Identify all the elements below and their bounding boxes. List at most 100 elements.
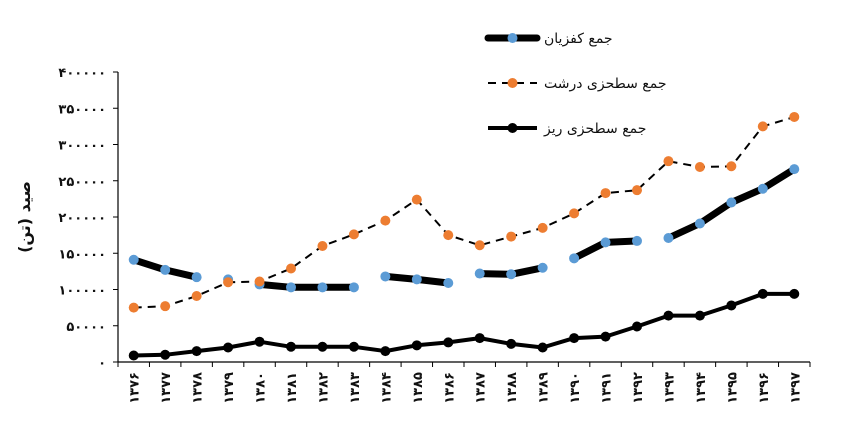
legend-label: جمع کفزیان bbox=[544, 31, 613, 47]
legend: جمع کفزیان جمع سطحزی درشت جمع سطحزی ریز bbox=[484, 31, 667, 137]
x-tick-label: ۱۳۹۰ bbox=[568, 372, 583, 404]
x-tick-label: ۱۳۷۷ bbox=[159, 372, 174, 404]
data-point bbox=[537, 262, 548, 273]
data-point bbox=[348, 282, 359, 293]
data-point bbox=[726, 197, 737, 208]
data-point bbox=[160, 301, 171, 312]
y-tick-label: ۲۵۰۰۰۰ bbox=[58, 175, 106, 190]
data-point bbox=[443, 337, 454, 348]
y-axis-title: صید (تن) bbox=[15, 181, 34, 253]
data-point bbox=[757, 183, 768, 194]
series-2 bbox=[128, 111, 800, 313]
x-tick-label: ۱۳۸۸ bbox=[505, 372, 520, 404]
y-tick-label: ۰ bbox=[98, 356, 106, 371]
data-point bbox=[694, 218, 705, 229]
legend-label: جمع سطحزی درشت bbox=[544, 76, 667, 92]
x-tick-label: ۱۳۹۶ bbox=[757, 372, 772, 404]
data-point bbox=[506, 231, 517, 242]
data-point bbox=[663, 310, 674, 321]
data-point bbox=[191, 272, 202, 283]
x-tick-label: ۱۳۷۹ bbox=[222, 372, 237, 404]
x-tick-label: ۱۳۸۱ bbox=[285, 372, 300, 404]
series-line bbox=[133, 116, 795, 309]
data-point bbox=[789, 288, 800, 299]
data-point bbox=[600, 331, 611, 342]
data-point bbox=[537, 222, 548, 233]
legend-item: جمع سطحزی ریز bbox=[488, 121, 646, 137]
data-point bbox=[694, 310, 705, 321]
data-point bbox=[160, 349, 171, 360]
series-1 bbox=[128, 164, 800, 293]
data-point bbox=[223, 277, 234, 288]
data-point bbox=[443, 277, 454, 288]
y-tick-label: ۳۵۰۰۰۰ bbox=[58, 102, 106, 117]
data-point bbox=[317, 341, 328, 352]
data-point bbox=[600, 237, 611, 248]
data-point bbox=[317, 241, 328, 251]
data-point bbox=[537, 342, 548, 353]
data-point bbox=[443, 230, 454, 241]
data-point bbox=[286, 341, 296, 352]
x-tick-label: ۱۳۹۷ bbox=[788, 372, 803, 404]
data-point bbox=[632, 321, 642, 332]
series-line bbox=[133, 291, 795, 358]
data-point bbox=[348, 341, 359, 352]
data-point bbox=[380, 346, 391, 357]
legend-item: جمع سطحزی درشت bbox=[488, 76, 667, 92]
legend-swatch-marker bbox=[507, 33, 518, 43]
series-line-segment bbox=[256, 280, 358, 291]
legend-item: جمع کفزیان bbox=[484, 31, 613, 47]
data-point bbox=[757, 121, 768, 132]
x-tick-label: ۱۳۸۵ bbox=[411, 372, 426, 404]
data-point bbox=[411, 194, 422, 205]
data-point bbox=[726, 300, 737, 311]
data-point bbox=[663, 156, 674, 167]
data-point bbox=[191, 291, 202, 302]
data-point bbox=[128, 302, 139, 313]
series-3 bbox=[128, 288, 800, 361]
data-point bbox=[254, 336, 265, 347]
data-point bbox=[411, 340, 422, 351]
legend-label: جمع سطحزی ریز bbox=[543, 121, 646, 137]
x-tick-label: ۱۳۸۴ bbox=[379, 372, 394, 404]
x-tick-label: ۱۳۸۲ bbox=[316, 372, 331, 404]
data-point bbox=[789, 111, 800, 122]
x-tick-label: ۱۳۸۶ bbox=[442, 372, 457, 404]
series-layer bbox=[128, 111, 800, 361]
data-point bbox=[191, 346, 202, 357]
x-tick-label: ۱۳۹۲ bbox=[631, 372, 646, 404]
data-point bbox=[223, 342, 234, 353]
data-point bbox=[317, 282, 328, 293]
y-tick-label: ۴۰۰۰۰۰ bbox=[58, 66, 106, 81]
legend-swatch-marker bbox=[507, 78, 518, 88]
data-point bbox=[128, 350, 139, 361]
x-tick-label: ۱۳۹۴ bbox=[694, 372, 709, 404]
data-point bbox=[569, 208, 580, 219]
data-point bbox=[600, 188, 611, 199]
data-point bbox=[632, 235, 642, 246]
data-point bbox=[789, 164, 800, 175]
x-axis-ticks: ۱۳۷۶ ۱۳۷۷ ۱۳۷۸ ۱۳۷۹ ۱۳۸۰ ۱۳۸۱ ۱۳۸۲ ۱۳۸۳ ۱۳۸۴ ۱۳۸۵… bbox=[117, 362, 811, 404]
data-point bbox=[474, 240, 485, 251]
data-point bbox=[380, 215, 391, 226]
data-point bbox=[632, 185, 642, 196]
legend-swatch-marker bbox=[507, 123, 518, 133]
data-point bbox=[160, 264, 171, 275]
data-point bbox=[506, 338, 517, 349]
x-tick-label: ۱۳۹۳ bbox=[662, 372, 677, 404]
x-tick-label: ۱۳۸۳ bbox=[348, 372, 363, 404]
data-point bbox=[474, 268, 485, 279]
data-point bbox=[569, 253, 580, 264]
data-point bbox=[348, 229, 359, 240]
x-tick-label: ۱۳۹۵ bbox=[725, 372, 740, 404]
data-point bbox=[286, 263, 296, 274]
data-point bbox=[569, 333, 580, 344]
x-tick-label: ۱۳۸۹ bbox=[537, 372, 552, 404]
data-point bbox=[694, 161, 705, 172]
x-tick-label: ۱۳۸۷ bbox=[474, 372, 489, 404]
x-tick-label: ۱۳۹۱ bbox=[600, 372, 615, 404]
y-tick-label: ۳۰۰۰۰۰ bbox=[58, 139, 106, 154]
x-tick-label: ۱۳۷۶ bbox=[128, 372, 143, 404]
